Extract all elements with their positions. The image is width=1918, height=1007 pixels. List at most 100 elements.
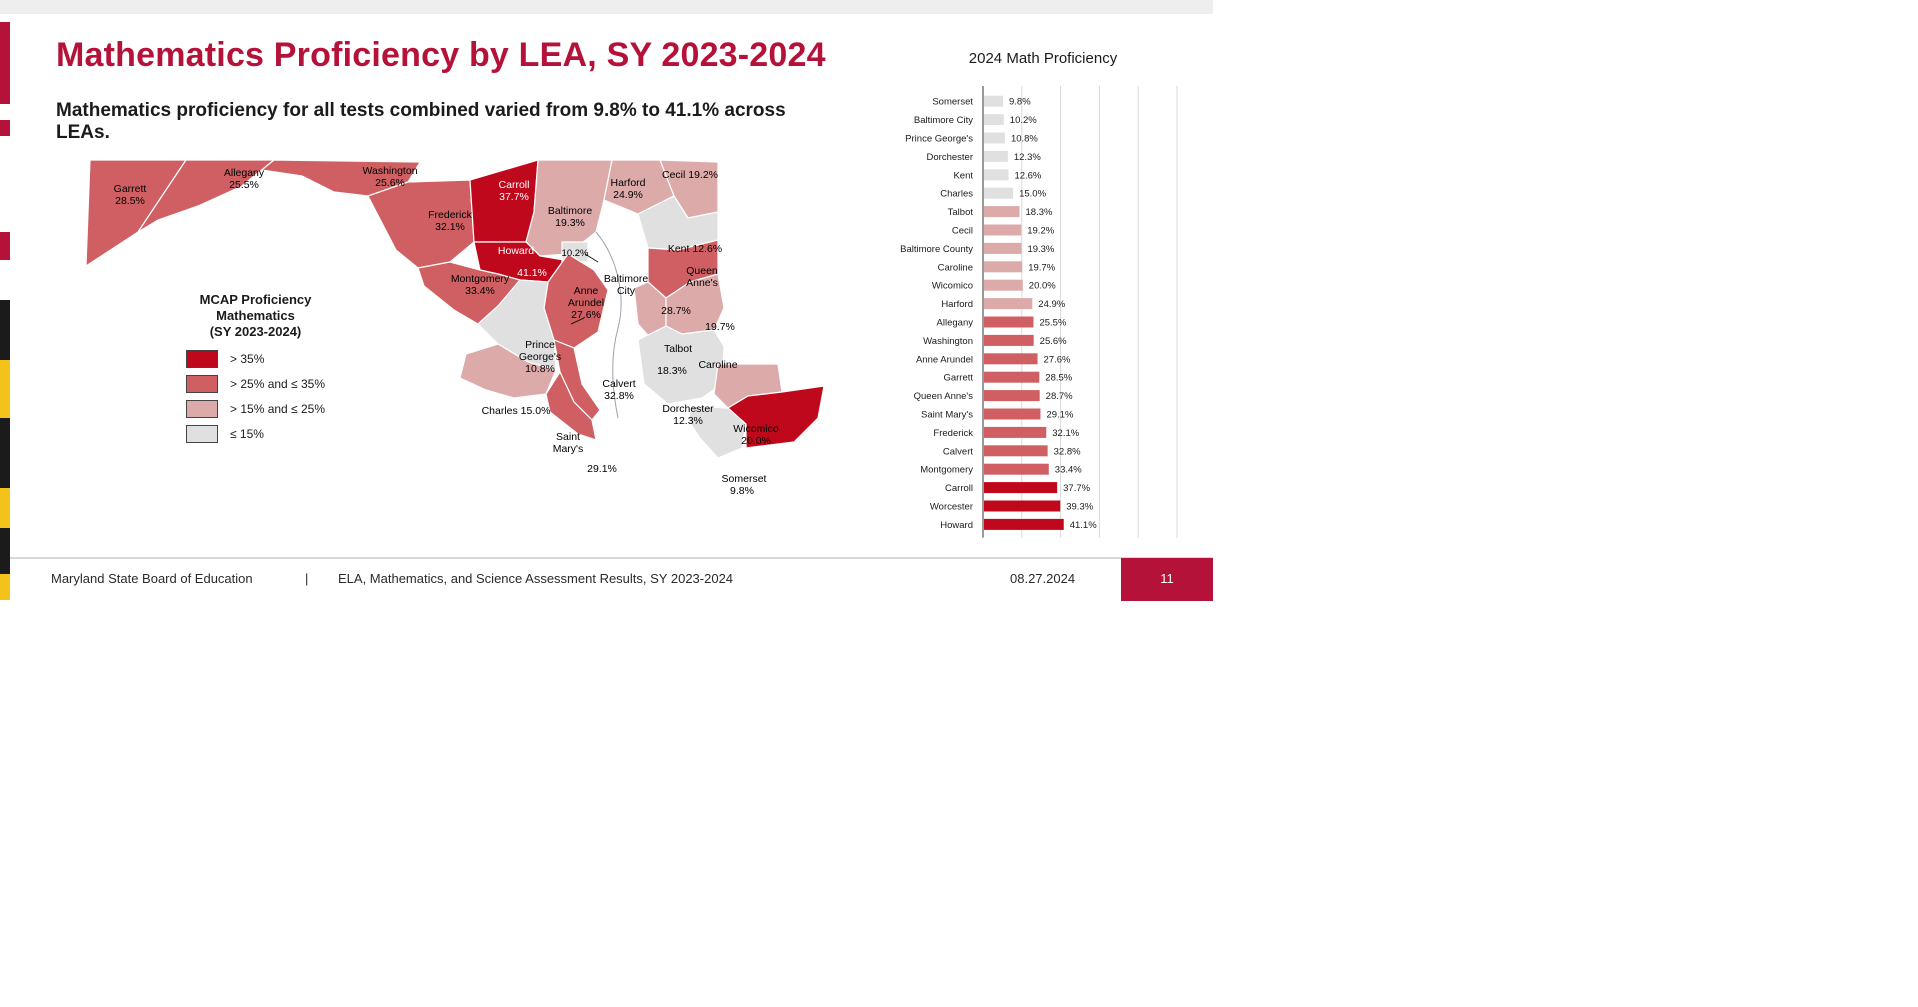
legend-swatch bbox=[186, 425, 218, 443]
label-somerset-value: 9.8% bbox=[730, 485, 754, 497]
data-label: 9.8% bbox=[1009, 97, 1031, 108]
category-label: Worcester bbox=[930, 502, 973, 513]
bar bbox=[984, 114, 1004, 126]
label-saint-marys-1: Saint bbox=[556, 431, 580, 443]
bar bbox=[984, 463, 1049, 475]
page-number: 11 bbox=[1160, 571, 1174, 586]
label-baltimore-value: 19.3% bbox=[555, 217, 585, 229]
label-allegany-value: 25.5% bbox=[229, 179, 259, 191]
category-label: Somerset bbox=[932, 97, 973, 108]
bar bbox=[984, 518, 1064, 530]
bar bbox=[984, 279, 1023, 291]
label-saint-marys-2: Mary's bbox=[553, 443, 584, 455]
bar bbox=[984, 445, 1048, 457]
data-label: 39.3% bbox=[1066, 502, 1093, 513]
data-label: 41.1% bbox=[1070, 520, 1097, 531]
bar bbox=[984, 426, 1047, 438]
top-bar bbox=[0, 0, 1213, 14]
category-label: Baltimore County bbox=[900, 244, 973, 255]
label-cecil: Cecil 19.2% bbox=[662, 169, 718, 181]
category-label: Queen Anne's bbox=[914, 391, 974, 402]
category-label: Harford bbox=[941, 299, 973, 310]
map-legend: MCAP Proficiency Mathematics (SY 2023-20… bbox=[178, 292, 538, 443]
data-label: 33.4% bbox=[1055, 465, 1082, 476]
county-saint-marys bbox=[545, 370, 597, 441]
category-label: Anne Arundel bbox=[916, 354, 973, 365]
bar bbox=[984, 316, 1034, 328]
bar bbox=[984, 150, 1008, 162]
label-baltimore-city-value: 10.2% bbox=[562, 248, 589, 259]
bar bbox=[984, 206, 1020, 218]
label-frederick-value: 32.1% bbox=[435, 221, 465, 233]
label-talbot-value: 18.3% bbox=[657, 365, 687, 377]
category-label: Wicomico bbox=[932, 281, 973, 292]
data-label: 29.1% bbox=[1046, 410, 1073, 421]
edge-accent-red bbox=[0, 232, 10, 260]
bar bbox=[984, 132, 1005, 144]
data-label: 18.3% bbox=[1026, 207, 1053, 218]
footer-separator: | bbox=[305, 571, 309, 586]
label-worcester-name: Worcester bbox=[777, 467, 825, 479]
legend-title-line: (SY 2023-2024) bbox=[209, 324, 302, 339]
category-label: Baltimore City bbox=[914, 115, 973, 126]
footer-org: Maryland State Board of Education bbox=[51, 571, 253, 586]
legend-title-line: Mathematics bbox=[216, 308, 295, 323]
data-label: 24.9% bbox=[1038, 299, 1065, 310]
data-label: 28.5% bbox=[1045, 373, 1072, 384]
label-worcester-value: 39.3% bbox=[786, 479, 816, 491]
label-somerset-name: Somerset bbox=[722, 473, 767, 485]
footer-date: 08.27.2024 bbox=[1010, 571, 1076, 586]
category-label: Dorchester bbox=[927, 152, 973, 163]
data-label: 37.7% bbox=[1063, 483, 1090, 494]
data-label: 15.0% bbox=[1019, 189, 1046, 200]
category-label: Prince George's bbox=[905, 134, 973, 145]
label-charles: Charles 15.0% bbox=[482, 405, 551, 417]
data-label: 19.3% bbox=[1027, 244, 1054, 255]
page-number-box: 11 bbox=[1121, 558, 1213, 601]
data-label: 19.2% bbox=[1027, 226, 1054, 237]
category-label: Washington bbox=[923, 336, 973, 347]
label-baltimore-name: Baltimore bbox=[548, 205, 593, 217]
category-label: Talbot bbox=[948, 207, 974, 218]
county-charles bbox=[459, 343, 557, 399]
label-baltimore-city-name-2: City bbox=[617, 285, 636, 297]
label-dorchester-name: Dorchester bbox=[662, 403, 714, 415]
category-label: Calvert bbox=[943, 446, 973, 457]
bar bbox=[984, 408, 1041, 420]
legend-swatch bbox=[186, 350, 218, 368]
label-kent: Kent 12.6% bbox=[668, 243, 722, 255]
legend-title-line: MCAP Proficiency bbox=[199, 292, 312, 307]
slide: Mathematics Proficiency by LEA, SY 2023-… bbox=[0, 0, 1213, 601]
label-wicomico-name: Wicomico bbox=[733, 423, 779, 435]
label-anne-arundel-value: 27.6% bbox=[571, 309, 601, 321]
label-garrett-value: 28.5% bbox=[115, 195, 145, 207]
chart-grid bbox=[982, 86, 1178, 538]
label-howard-value: 41.1% bbox=[517, 267, 547, 279]
label-anne-arundel-1: Anne bbox=[574, 285, 599, 297]
label-prince-georges-value: 10.8% bbox=[525, 363, 555, 375]
legend-swatch bbox=[186, 375, 218, 393]
label-wicomico-value: 20.0% bbox=[741, 435, 771, 447]
label-harford-value: 24.9% bbox=[613, 189, 643, 201]
label-carroll-name: Carroll bbox=[499, 179, 530, 191]
label-frederick-name: Frederick bbox=[428, 209, 473, 221]
label-allegany-name: Allegany bbox=[224, 167, 265, 179]
label-queen-annes-1: Queen bbox=[686, 265, 718, 277]
edge-accent-flag bbox=[0, 300, 10, 600]
data-label: 12.3% bbox=[1014, 152, 1041, 163]
label-calvert-name: Calvert bbox=[602, 378, 635, 390]
label-anne-arundel-2: Arundel bbox=[568, 297, 604, 309]
category-label: Allegany bbox=[937, 318, 974, 329]
bar bbox=[984, 187, 1014, 199]
label-harford-name: Harford bbox=[610, 177, 645, 189]
label-dorchester-value: 12.3% bbox=[673, 415, 703, 427]
bar bbox=[984, 371, 1040, 383]
bar bbox=[984, 95, 1004, 107]
label-montgomery-name: Montgomery bbox=[451, 273, 510, 285]
maryland-map: Garrett 28.5% Allegany 25.5% Washington … bbox=[85, 159, 825, 497]
chart-bars: Somerset 9.8% Baltimore City 10.2% Prince Ge… bbox=[900, 95, 1097, 531]
legend-label: > 35% bbox=[230, 352, 265, 366]
label-talbot-name: Talbot bbox=[664, 343, 692, 355]
slide-subtitle: Mathematics proficiency for all tests co… bbox=[56, 100, 786, 143]
category-label: Caroline bbox=[938, 262, 973, 273]
